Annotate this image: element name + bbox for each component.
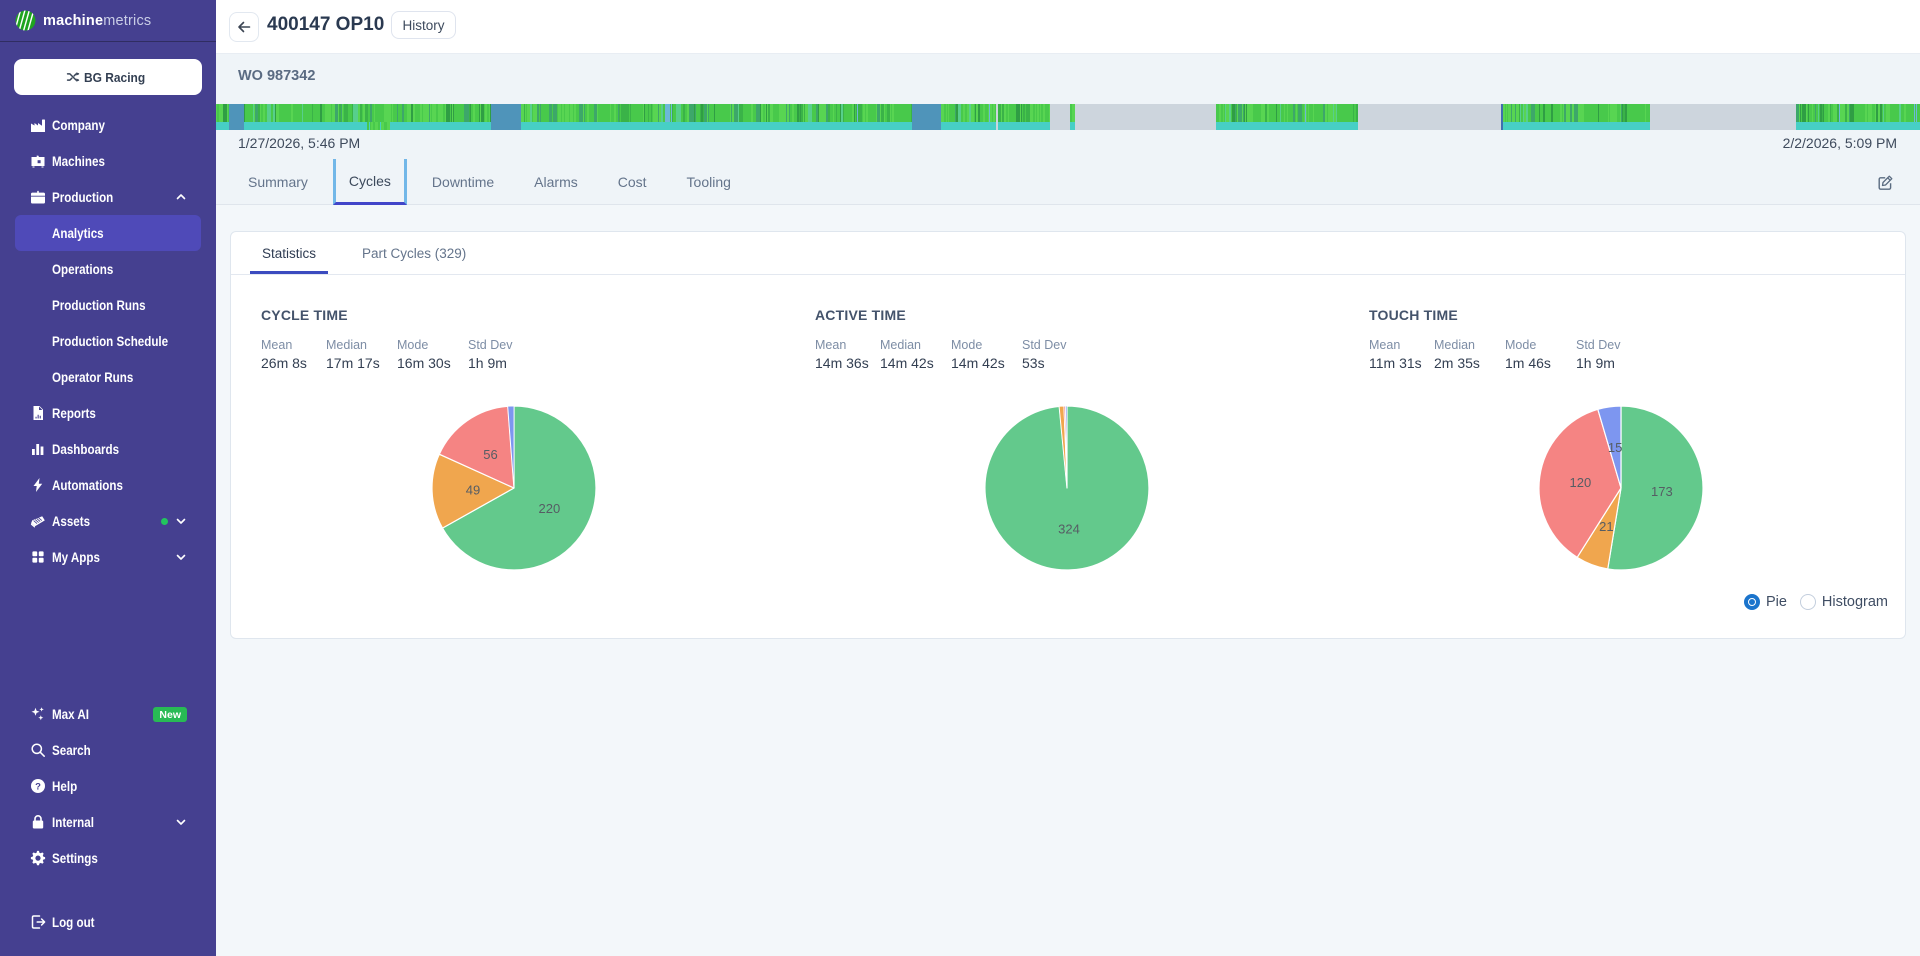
- svg-text:173: 173: [1651, 484, 1673, 499]
- svg-text:56: 56: [483, 447, 497, 462]
- svg-text:324: 324: [1058, 522, 1080, 537]
- svg-text:15: 15: [1608, 440, 1622, 455]
- svg-text:120: 120: [1570, 475, 1592, 490]
- svg-text:?: ?: [35, 781, 41, 792]
- svg-text:220: 220: [539, 501, 561, 516]
- svg-text:21: 21: [1599, 519, 1613, 534]
- svg-text:49: 49: [466, 482, 480, 497]
